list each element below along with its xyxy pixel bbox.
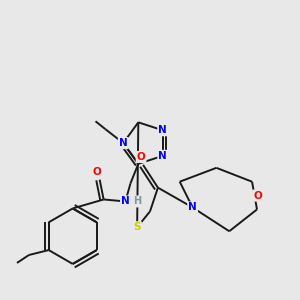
Text: N: N bbox=[121, 196, 130, 206]
Text: O: O bbox=[137, 152, 146, 162]
Text: N: N bbox=[188, 202, 197, 212]
Text: O: O bbox=[253, 190, 262, 201]
Text: N: N bbox=[158, 125, 167, 135]
Text: N: N bbox=[119, 138, 128, 148]
Text: H: H bbox=[133, 196, 141, 206]
Text: S: S bbox=[134, 222, 141, 232]
Text: O: O bbox=[92, 167, 101, 177]
Text: N: N bbox=[158, 151, 167, 161]
